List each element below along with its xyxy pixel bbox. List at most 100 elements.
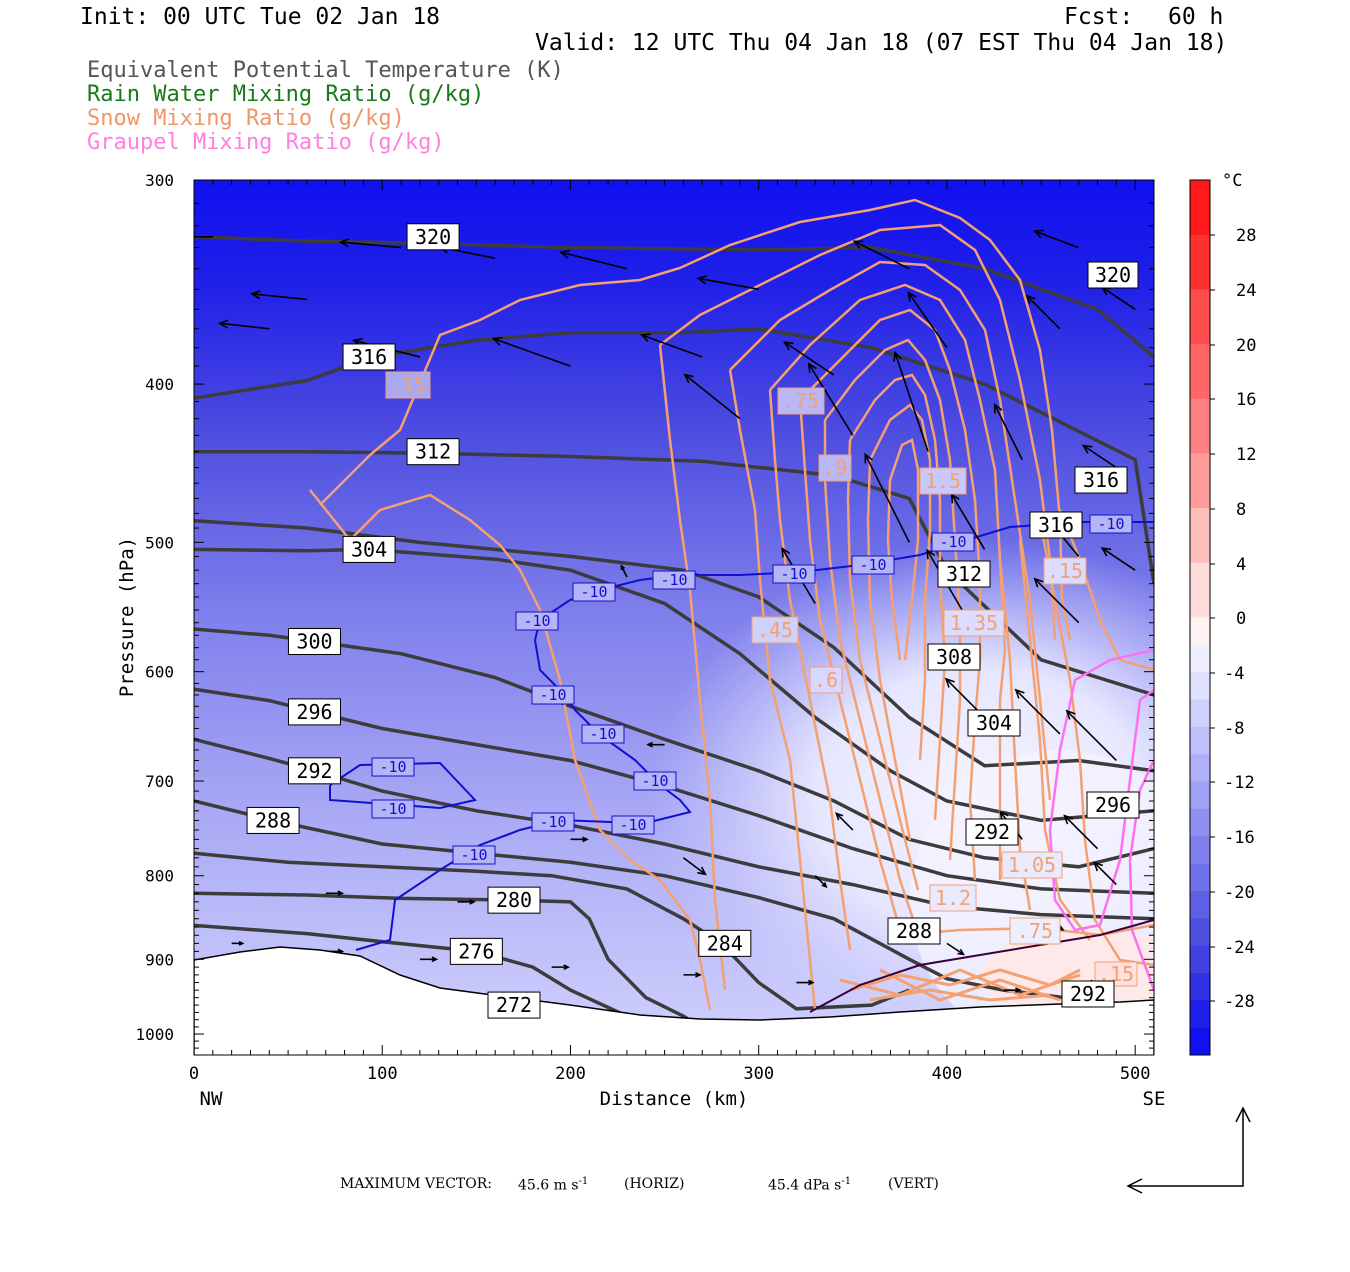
wind-vector <box>946 942 965 956</box>
y-axis-title: Pressure (hPa) <box>116 537 138 697</box>
wind-vector <box>1063 814 1099 850</box>
svg-text:296: 296 <box>1095 793 1131 817</box>
theta-label: 304 <box>967 709 1021 737</box>
colorbar-tick-label: 28 <box>1236 226 1256 246</box>
x-tick-label: 400 <box>932 1064 963 1084</box>
x-axis: 0 100 200 300 400 500 <box>189 180 1155 1084</box>
svg-text:-10: -10 <box>580 583 607 601</box>
wind-vector <box>993 403 1023 461</box>
y-tick-label: 500 <box>145 533 174 552</box>
svg-text:308: 308 <box>936 645 972 669</box>
wind-vector <box>683 972 702 978</box>
max-vector-horiz: 45.6 m s-1 <box>518 1176 589 1194</box>
colorbar-bin <box>1190 453 1210 509</box>
max-vector-note: MAXIMUM VECTOR: 45.6 m s-1 (HORIZ) 45.4 … <box>340 1176 939 1272</box>
wind-vector <box>419 956 439 963</box>
isotherm-label: -10 <box>531 812 575 832</box>
snow-label: .15 <box>1094 961 1138 987</box>
svg-text:1.2: 1.2 <box>935 886 971 910</box>
max-vector-horiz-unit: (HORIZ) <box>624 1176 685 1192</box>
x-tick-label: 200 <box>555 1064 586 1084</box>
wind-vector <box>1025 294 1061 330</box>
colorbar-bin <box>1190 754 1210 783</box>
theta-label: 320 <box>406 223 460 251</box>
theta-label: 312 <box>406 438 460 466</box>
colorbar-tick-label: 12 <box>1236 445 1256 465</box>
temperature-colorbar <box>1189 179 1211 1056</box>
theta-label-text: 276 <box>458 939 494 963</box>
svg-text:316: 316 <box>1038 513 1074 537</box>
snow-label: .75 <box>777 387 825 415</box>
x-axis-title: Distance (km) <box>600 1088 749 1110</box>
svg-text:-10: -10 <box>780 565 807 583</box>
wind-vector <box>338 238 402 249</box>
svg-text:312: 312 <box>946 562 982 586</box>
snow-label: .15 <box>385 371 431 399</box>
snow-contour-03 <box>659 223 1057 641</box>
isotherm-label: -10 <box>452 845 496 865</box>
wind-vector <box>1003 987 1022 994</box>
colorbar-tick-label: -16 <box>1224 828 1255 848</box>
max-vector-label: MAXIMUM VECTOR: <box>340 1176 492 1192</box>
isotherm-label: -10 <box>371 799 415 819</box>
snow-contour-12-lower <box>846 439 920 891</box>
snow-label: .9 <box>818 454 852 482</box>
svg-text:1.5: 1.5 <box>925 469 961 493</box>
wind-vector <box>907 291 948 349</box>
theta-label-text: 312 <box>415 440 451 464</box>
graupel-contours <box>1048 648 1154 991</box>
wind-vector <box>1033 577 1080 624</box>
wind-vector <box>1032 229 1079 249</box>
y-tick-label: 900 <box>145 950 174 969</box>
svg-text:1.35: 1.35 <box>950 611 998 635</box>
theta-label: 296 <box>287 698 341 726</box>
plot-frame <box>193 179 1155 1056</box>
y-tick-label: 400 <box>145 375 174 394</box>
colorbar-tick-label: 8 <box>1236 500 1246 520</box>
wind-vector <box>852 240 910 270</box>
y-tick-label: 300 <box>145 171 174 190</box>
colorbar-bin <box>1190 781 1210 810</box>
x-tick-label: 0 <box>189 1064 199 1084</box>
colorbar-bin <box>1190 508 1210 564</box>
theta-label-text: 320 <box>415 225 451 249</box>
rain-contours <box>809 919 1154 1013</box>
svg-text:292: 292 <box>1070 982 1106 1006</box>
x-tick-label: 500 <box>1120 1064 1151 1084</box>
snow-label: 1.35 <box>943 609 1005 637</box>
colorbar-bin <box>1190 617 1210 646</box>
colorbar-tick-label: -4 <box>1224 664 1244 684</box>
colorbar-tick-label: -28 <box>1224 992 1255 1012</box>
snow-contour-right-045 <box>1018 539 1091 941</box>
wind-vector <box>1100 547 1136 571</box>
colorbar-tick-label: 4 <box>1236 555 1246 575</box>
snow-label: 1.5 <box>919 467 967 495</box>
colorbar-tick-label: 16 <box>1236 390 1256 410</box>
legend-theta-e: Equivalent Potential Temperature (K) <box>87 58 564 83</box>
extra-theta-labels: 320 316 316 312 308 304 296 292 288 292 <box>887 261 1140 1008</box>
y-tick-label: 800 <box>145 867 174 886</box>
isotherm-label: -10 <box>633 771 677 791</box>
svg-text:.15: .15 <box>390 373 426 397</box>
snow-contour-right-015 <box>1058 509 1154 672</box>
svg-text:292: 292 <box>974 820 1010 844</box>
colorbar-bin <box>1190 918 1210 947</box>
graupel-contour-outer <box>1048 648 1154 932</box>
theta-label: 300 <box>287 627 341 655</box>
theta-label: 304 <box>342 535 396 563</box>
colorbar-bin <box>1190 726 1210 755</box>
isotherm-label: -10 <box>772 564 816 584</box>
svg-text:-10: -10 <box>379 800 406 818</box>
wind-vector <box>696 275 759 291</box>
wind-vector <box>835 812 854 831</box>
theta-label-text: 272 <box>496 993 532 1017</box>
isotherm-label: -10 <box>611 815 655 835</box>
snow-label: .15 <box>1043 557 1087 585</box>
snow-label: .6 <box>809 666 843 694</box>
theta-label: 292 <box>1061 980 1115 1008</box>
snow-contour-045 <box>729 260 1052 801</box>
colorbar-bin <box>1190 234 1210 290</box>
wind-vector <box>1014 688 1061 735</box>
colorbar-bin <box>1190 398 1210 454</box>
